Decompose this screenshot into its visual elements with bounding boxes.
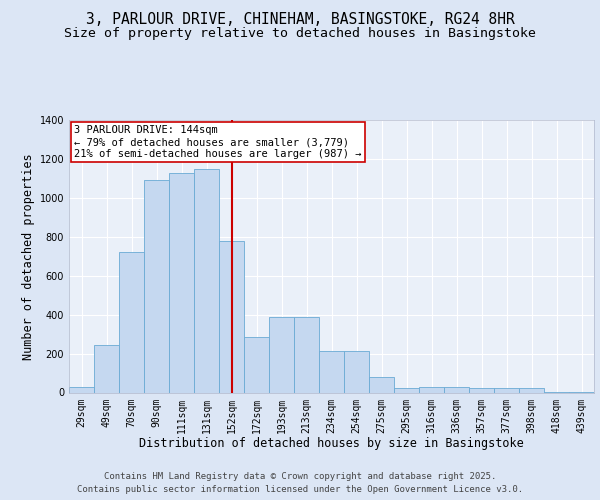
- Text: Contains public sector information licensed under the Open Government Licence v3: Contains public sector information licen…: [77, 485, 523, 494]
- Bar: [494, 388, 518, 392]
- Text: 3, PARLOUR DRIVE, CHINEHAM, BASINGSTOKE, RG24 8HR: 3, PARLOUR DRIVE, CHINEHAM, BASINGSTOKE,…: [86, 12, 514, 28]
- Bar: [269, 316, 293, 392]
- Bar: [295, 316, 319, 392]
- Bar: [445, 386, 469, 392]
- Bar: [520, 388, 544, 392]
- Y-axis label: Number of detached properties: Number of detached properties: [22, 153, 35, 360]
- Bar: [220, 240, 244, 392]
- X-axis label: Distribution of detached houses by size in Basingstoke: Distribution of detached houses by size …: [139, 437, 524, 450]
- Bar: [419, 386, 443, 392]
- Bar: [119, 252, 143, 392]
- Bar: [370, 377, 394, 392]
- Bar: [94, 345, 119, 393]
- Bar: [319, 350, 344, 393]
- Bar: [70, 386, 94, 392]
- Bar: [344, 350, 368, 393]
- Text: Size of property relative to detached houses in Basingstoke: Size of property relative to detached ho…: [64, 28, 536, 40]
- Bar: [145, 180, 169, 392]
- Bar: [194, 168, 218, 392]
- Text: Contains HM Land Registry data © Crown copyright and database right 2025.: Contains HM Land Registry data © Crown c…: [104, 472, 496, 481]
- Bar: [394, 388, 419, 392]
- Text: 3 PARLOUR DRIVE: 144sqm
← 79% of detached houses are smaller (3,779)
21% of semi: 3 PARLOUR DRIVE: 144sqm ← 79% of detache…: [74, 126, 362, 158]
- Bar: [169, 172, 194, 392]
- Bar: [469, 388, 494, 392]
- Bar: [244, 337, 269, 392]
